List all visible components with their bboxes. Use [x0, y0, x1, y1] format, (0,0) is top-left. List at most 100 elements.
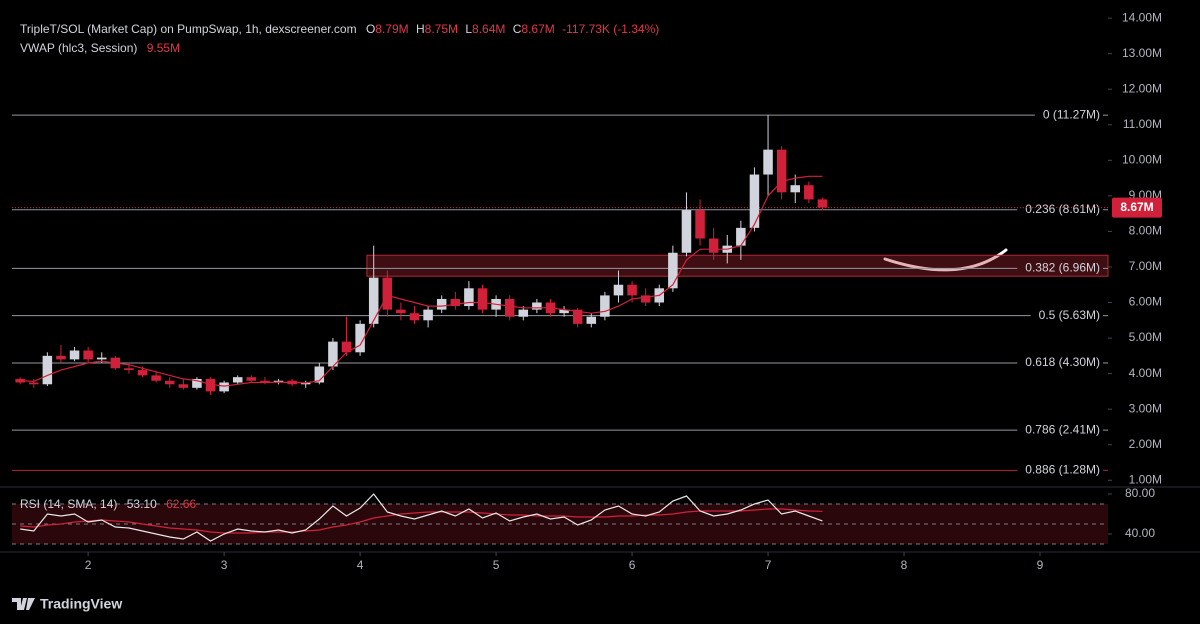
- ohlc-label: H: [416, 22, 425, 36]
- x-tick-label: 2: [85, 558, 92, 572]
- candle-body: [69, 350, 80, 360]
- candle-body: [219, 382, 229, 392]
- candle-body: [708, 238, 719, 253]
- candle-body: [436, 298, 447, 310]
- ohlc-label: O: [366, 22, 375, 36]
- rsi-sma-line: [20, 508, 823, 534]
- vwap-label: VWAP (hlc3, Session): [20, 41, 137, 55]
- candle-body: [817, 199, 828, 208]
- x-tick-label: 9: [1037, 558, 1044, 572]
- x-tick-label: 8: [901, 558, 908, 572]
- ohlc-value: 8.67M: [521, 22, 554, 36]
- last-price-tag: [1112, 197, 1162, 218]
- rsi-value: 53.10: [127, 497, 157, 511]
- candle-body: [790, 185, 801, 193]
- rsi-title: RSI (14, SMA, 14): [20, 497, 117, 511]
- header-line: TripleT/SOL (Market Cap) on PumpSwap, 1h…: [20, 22, 659, 36]
- y-tick-label: 8.00M: [1129, 224, 1162, 238]
- rsi-sma-value: 62.66: [166, 497, 196, 511]
- x-tick-label: 5: [493, 558, 500, 572]
- candle-body: [232, 377, 243, 383]
- candle-body: [450, 298, 461, 307]
- candle-body: [532, 302, 542, 310]
- last-price-label: 8.67M: [1120, 200, 1153, 214]
- y-tick-label: 5.00M: [1129, 330, 1162, 344]
- candle-body: [504, 298, 515, 317]
- candle-body: [695, 210, 705, 239]
- vwap-line: VWAP (hlc3, Session) 9.55M: [20, 41, 180, 55]
- y-tick-label: 14.00M: [1122, 10, 1162, 24]
- candle-body: [192, 378, 202, 388]
- fib-label: 0.382 (6.96M): [1025, 261, 1100, 275]
- fib-label: 0.236 (8.61M): [1025, 202, 1100, 216]
- fib-label: 0.618 (4.30M): [1025, 355, 1100, 369]
- y-tick-label: 13.00M: [1122, 46, 1162, 60]
- x-tick-label: 3: [221, 558, 228, 572]
- fib-label: 0.786 (2.41M): [1025, 422, 1100, 436]
- ohlc-value: 8.79M: [375, 22, 408, 36]
- brand: TradingView: [40, 596, 122, 612]
- candle-body: [640, 295, 651, 303]
- y-tick-label: 4.00M: [1129, 366, 1162, 380]
- candle-body: [28, 382, 39, 385]
- candle-body: [56, 355, 66, 360]
- fib-label: 0.5 (5.63M): [1039, 308, 1100, 322]
- candle-body: [260, 380, 270, 383]
- candle-body: [164, 380, 175, 385]
- candle-body: [423, 309, 433, 321]
- candle-body: [627, 284, 637, 296]
- logo: TradingView: [12, 596, 122, 612]
- candle-body: [736, 227, 746, 246]
- candle-body: [96, 357, 107, 360]
- ohlc-value: 8.64M: [472, 22, 505, 36]
- x-tick-label: 7: [765, 558, 772, 572]
- candle-body: [124, 368, 134, 371]
- candle-body: [328, 341, 338, 367]
- ohlc-label: C: [513, 22, 522, 36]
- candle-body: [572, 309, 583, 324]
- y-tick-label: 2.00M: [1129, 437, 1162, 451]
- y-tick-label: 1.00M: [1129, 472, 1162, 486]
- candle-body: [314, 366, 325, 383]
- rsi-line: [20, 493, 823, 542]
- candle-body: [368, 277, 379, 324]
- vwap-value: 9.55M: [147, 41, 180, 55]
- candle-body: [668, 252, 678, 289]
- candle-body: [600, 295, 610, 317]
- candle-body: [355, 323, 365, 353]
- candle-body: [396, 309, 406, 314]
- symbol-title: TripleT/SOL (Market Cap) on PumpSwap, 1h…: [20, 22, 357, 36]
- fib-label: 0.886 (1.28M): [1025, 462, 1100, 476]
- candle-body: [15, 378, 25, 383]
- rsi-y-tick-label: 40.00: [1125, 526, 1155, 540]
- y-tick-label: 3.00M: [1129, 401, 1162, 415]
- x-tick-label: 6: [629, 558, 636, 572]
- candle-body: [613, 284, 624, 296]
- candle-body: [341, 341, 352, 353]
- ohlc-value: 8.75M: [425, 22, 458, 36]
- drawn-curve: [883, 248, 1008, 272]
- candle-body: [464, 288, 474, 307]
- candle-body: [477, 288, 488, 310]
- candle-body: [205, 378, 216, 392]
- y-tick-label: 7.00M: [1129, 259, 1162, 273]
- x-tick-label: 4: [357, 558, 364, 572]
- candle-body: [137, 370, 148, 376]
- rsi-line: RSI (14, SMA, 14) 53.10 62.66: [20, 497, 196, 511]
- candle-body: [409, 313, 420, 321]
- candle-body: [763, 149, 773, 175]
- candle-body: [42, 355, 53, 385]
- candle-body: [586, 316, 597, 324]
- candle-body: [776, 149, 787, 193]
- candle-body: [681, 210, 692, 253]
- ohlc-label: L: [465, 22, 472, 36]
- candle-body: [178, 384, 189, 388]
- rsi-y-tick-label: 80.00: [1125, 486, 1155, 500]
- y-tick-label: 10.00M: [1122, 152, 1162, 166]
- vwap-line: [20, 175, 823, 387]
- y-tick-label: 11.00M: [1123, 117, 1162, 131]
- zone: [366, 254, 1109, 277]
- candle-body: [559, 309, 569, 314]
- candle-body: [749, 174, 760, 228]
